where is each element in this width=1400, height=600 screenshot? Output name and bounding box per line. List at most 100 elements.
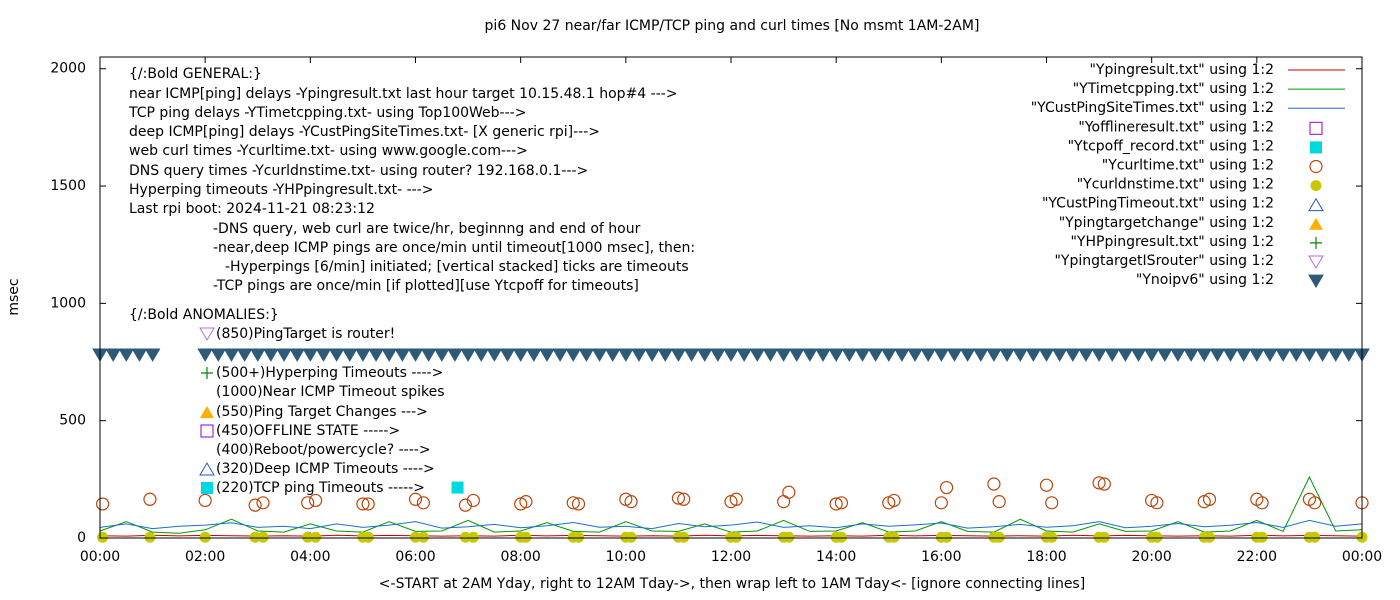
x-tick-label: 00:00 <box>1342 549 1382 565</box>
data-point <box>249 348 266 362</box>
data-point <box>459 531 471 543</box>
y-tick-label: 500 <box>59 413 86 429</box>
annotation: -Hyperpings [6/min] initiated; [vertical… <box>225 259 689 275</box>
data-point <box>992 495 1006 509</box>
data-point <box>328 348 345 362</box>
annotation: (550)Ping Target Changes ---> <box>216 404 428 420</box>
data-point <box>519 495 533 509</box>
data-point <box>1046 531 1058 543</box>
legend-swatch <box>1310 236 1322 249</box>
data-point <box>941 531 953 543</box>
data-point <box>894 348 910 362</box>
data-point <box>131 348 148 362</box>
data-point <box>97 531 109 543</box>
data-point <box>1078 348 1094 362</box>
data-point <box>552 348 568 362</box>
annotation-marker <box>200 406 214 418</box>
annotation: -near,deep ICMP pings are once/min until… <box>213 240 695 256</box>
data-point <box>1025 348 1042 362</box>
data-point <box>451 481 464 494</box>
x-tick-label: 08:00 <box>500 549 540 565</box>
data-point <box>236 348 253 362</box>
x-tick-label: 16:00 <box>921 549 961 565</box>
y-axis-label: msec <box>6 278 22 315</box>
data-point <box>888 531 900 543</box>
data-point <box>1202 492 1217 506</box>
data-point <box>315 348 332 362</box>
annotation: (850)PingTarget is router! <box>216 326 395 342</box>
legend-label: "Ycurltime.txt" using 1:2 <box>1102 158 1274 174</box>
annotation-marker <box>199 327 215 341</box>
annotation-marker <box>201 367 213 379</box>
data-point <box>308 493 323 508</box>
data-point <box>1327 348 1344 362</box>
data-point <box>617 348 634 362</box>
annotation: DNS query times -Ycurldnstime.txt- using… <box>129 163 588 179</box>
data-point <box>460 348 476 362</box>
data-point <box>946 348 963 362</box>
x-tick-label: 10:00 <box>606 549 646 565</box>
data-point <box>591 348 608 362</box>
legend-label: "YTimetcpping.txt" using 1:2 <box>1073 81 1274 97</box>
data-point <box>210 348 227 362</box>
data-point <box>118 348 135 362</box>
annotation: (1000)Near ICMP Timeout spikes <box>216 384 445 400</box>
data-point <box>565 348 582 362</box>
data-point <box>625 531 637 543</box>
legend-swatch <box>1309 121 1323 135</box>
data-point <box>775 348 792 362</box>
legend-label: "Ycurldnstime.txt" using 1:2 <box>1077 177 1274 193</box>
data-point <box>573 531 585 543</box>
annotation: web curl times -Ycurltime.txt- using www… <box>129 143 528 159</box>
data-point <box>815 348 831 362</box>
plot-border <box>99 56 1363 539</box>
legend-label: "Ypingresult.txt" using 1:2 <box>1089 62 1274 78</box>
x-tick-label: 20:00 <box>1131 549 1171 565</box>
data-point <box>987 477 1001 491</box>
legend-label: "Ynoipv6" using 1:2 <box>1136 272 1274 288</box>
data-point <box>571 497 586 511</box>
data-point <box>198 493 212 508</box>
legend-label: "YHPpingresult.txt" using 1:2 <box>1070 234 1274 250</box>
x-tick-label: 22:00 <box>1237 549 1277 565</box>
data-point <box>458 498 473 512</box>
annotation: TCP ping delays -YTimetcpping.txt- using… <box>128 105 526 121</box>
x-tick-label: 00:00 <box>80 549 120 565</box>
annotation: (400)Reboot/powercycle? ----> <box>216 442 431 458</box>
data-point <box>301 496 315 510</box>
data-point <box>447 348 463 362</box>
annotation: (220)TCP ping Timeouts -----> <box>216 480 425 496</box>
data-point <box>257 531 269 543</box>
data-point <box>835 531 847 543</box>
data-point <box>1256 531 1268 543</box>
data-point <box>1092 476 1106 490</box>
data-point <box>1012 348 1029 362</box>
x-tick-label: 04:00 <box>290 549 330 565</box>
data-point <box>604 348 621 362</box>
data-point <box>1130 348 1147 362</box>
data-point <box>1098 531 1110 543</box>
annotation-marker <box>201 482 213 494</box>
data-point <box>525 348 542 362</box>
legend-label: "YpingtargetISrouter" using 1:2 <box>1054 253 1274 269</box>
y-tick-label: 2000 <box>50 61 86 77</box>
data-point <box>867 348 884 362</box>
data-point <box>1222 348 1239 362</box>
data-point <box>854 348 871 362</box>
data-point <box>520 531 532 543</box>
data-point <box>1308 496 1322 510</box>
annotation-marker <box>200 424 214 438</box>
data-point <box>749 348 766 362</box>
series-line <box>99 519 1363 530</box>
data-point <box>144 348 161 362</box>
annotation: -DNS query, web curl are twice/hr, begin… <box>213 221 641 237</box>
data-point <box>302 531 314 543</box>
data-point <box>381 348 398 362</box>
data-point <box>1196 348 1213 362</box>
annotation: Last rpi boot: 2024-11-21 08:23:12 <box>129 201 375 217</box>
y-tick-label: 1500 <box>50 178 86 194</box>
data-point <box>1248 348 1265 362</box>
data-point <box>249 531 261 543</box>
data-point <box>362 531 374 543</box>
